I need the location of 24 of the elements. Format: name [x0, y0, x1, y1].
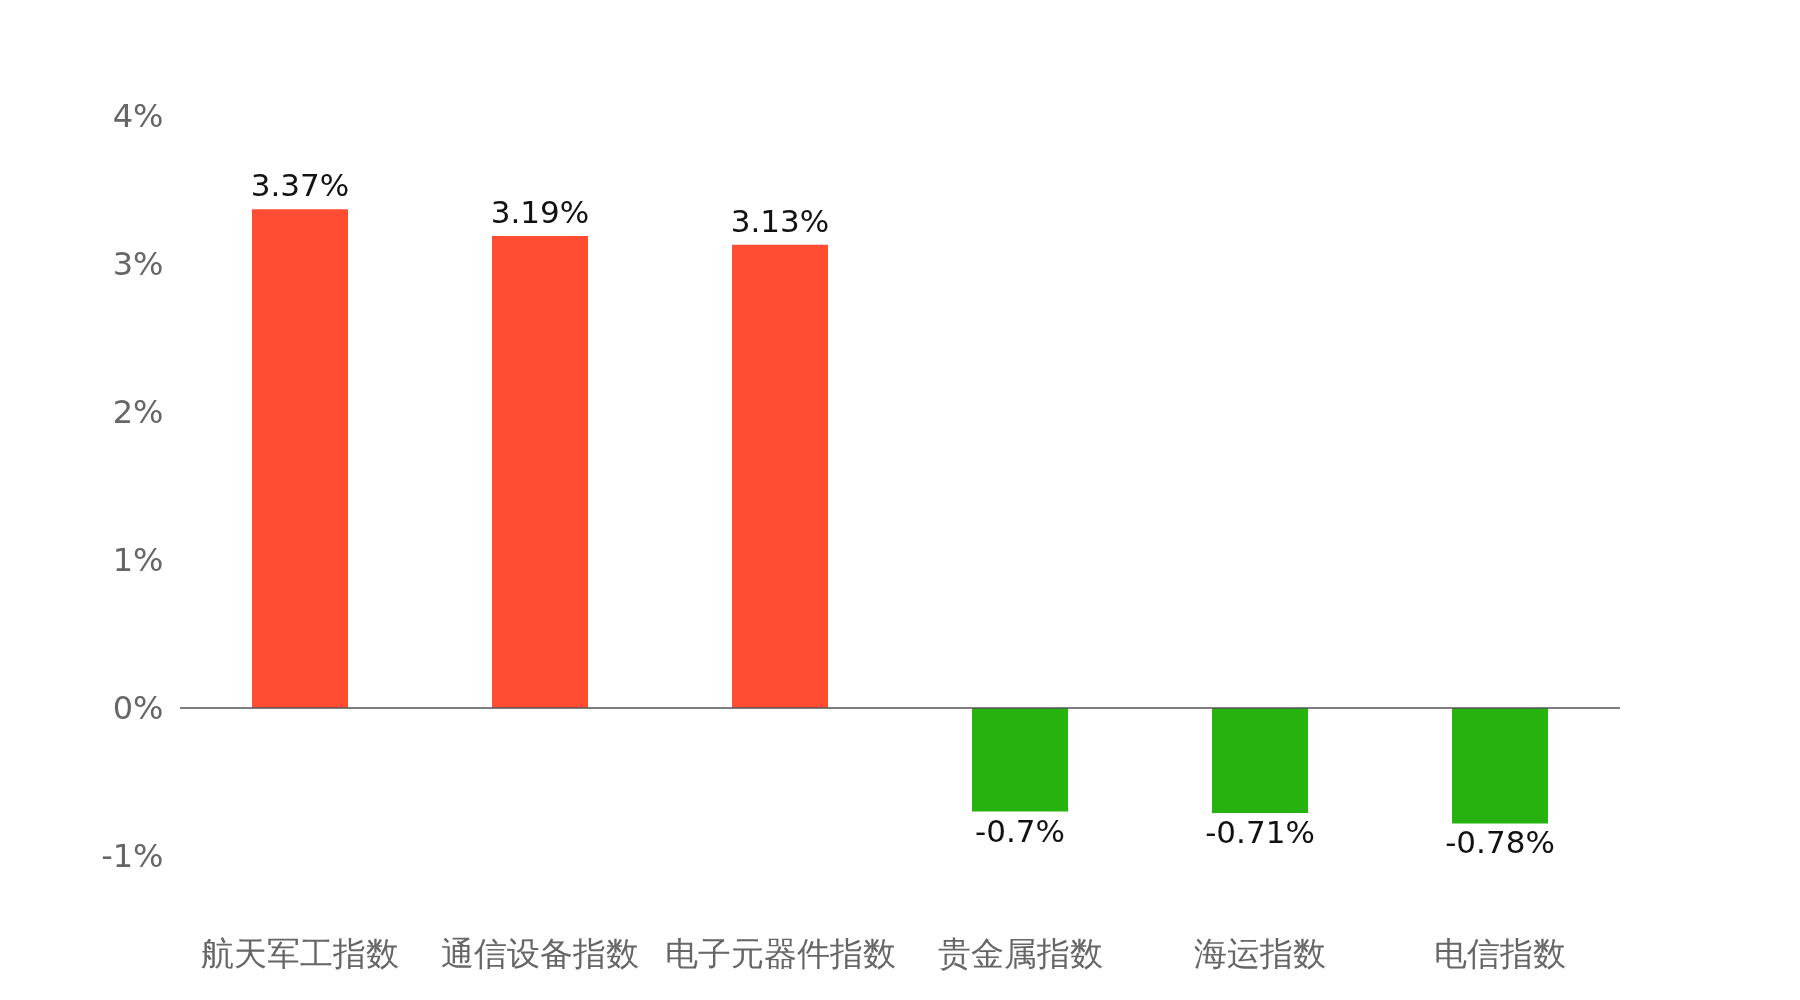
y-tick-label: 2% — [112, 392, 164, 431]
bar — [732, 244, 828, 708]
data-label: -0.7% — [975, 812, 1065, 849]
y-tick-label: 0% — [112, 688, 164, 727]
x-tick-label: 电信指数 — [1434, 933, 1566, 973]
data-label: -0.71% — [1205, 814, 1315, 851]
x-tick-label: 电子元器件指数 — [664, 933, 896, 973]
x-tick-label: 海运指数 — [1194, 933, 1326, 973]
bar — [972, 708, 1068, 812]
x-tick-label: 贵金属指数 — [937, 933, 1103, 973]
bar — [1452, 708, 1548, 824]
x-tick-label: 航天军工指数 — [201, 933, 399, 973]
data-label: 3.13% — [730, 202, 830, 239]
y-tick-label: 3% — [112, 244, 164, 283]
y-tick-label: -1% — [101, 836, 164, 875]
data-label: -0.78% — [1445, 824, 1555, 861]
data-label: 3.37% — [250, 167, 350, 204]
y-tick-label: 4% — [112, 96, 164, 135]
data-label: 3.19% — [490, 193, 590, 230]
bar — [492, 235, 588, 708]
bar — [252, 209, 348, 708]
bar — [1212, 708, 1308, 814]
y-tick-label: 1% — [112, 540, 164, 579]
x-tick-label: 通信设备指数 — [441, 933, 639, 973]
